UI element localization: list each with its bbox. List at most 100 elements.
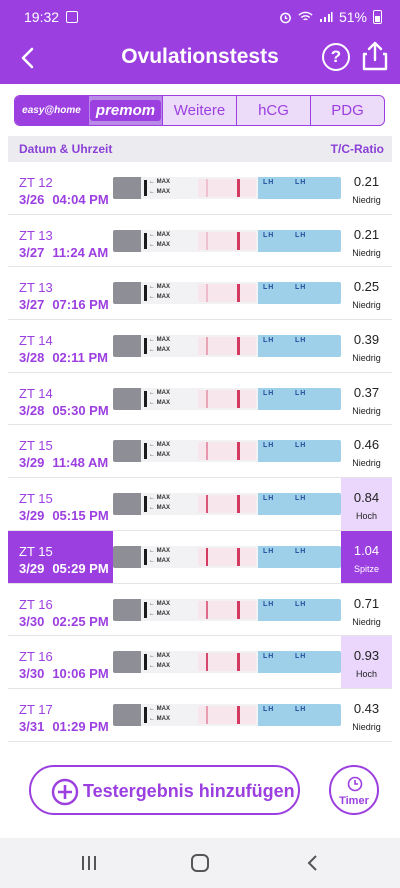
strip-lh-text: LH LH	[263, 547, 307, 555]
strip-result-window	[198, 389, 256, 408]
timer-label: Timer	[339, 795, 369, 807]
plus-circle-icon	[51, 778, 79, 806]
strip-test-line	[206, 389, 208, 408]
ratio-value: 0.84	[353, 490, 380, 506]
test-row[interactable]: ZT 14 3/28 02:11 PM ← MAX ← MAX LH LH 0.39 Nied…	[8, 320, 392, 373]
timer-button[interactable]: Timer	[329, 765, 379, 815]
tab-weitere[interactable]: Weitere	[162, 96, 236, 125]
tab-label: easy@home	[22, 105, 81, 116]
test-row[interactable]: ZT 14 3/28 05:30 PM ← MAX ← MAX LH LH 0.37 Nied…	[8, 373, 392, 426]
test-row[interactable]: ZT 15 3/29 05:29 PM ← MAX ← MAX LH LH 1.04 Spit…	[8, 530, 392, 584]
row-date-time-line: 3/30 10:06 PM	[19, 665, 113, 682]
strip-grip	[113, 335, 141, 358]
row-date-time-line: 3/27 11:24 AM	[19, 244, 113, 261]
strip-max-text: ← MAX	[149, 495, 171, 502]
add-result-button[interactable]: Testergebnis hinzufügen	[29, 765, 300, 815]
strip-handle	[258, 177, 341, 199]
strip-max-text: ← MAX	[149, 557, 171, 564]
test-row[interactable]: ZT 15 3/29 05:15 PM ← MAX ← MAX LH LH 0.84 Hoch	[8, 478, 392, 531]
strip-lh-text: LH LH	[263, 284, 307, 292]
row-date: 3/28	[19, 402, 45, 418]
ratio-status: Niedrig	[352, 616, 381, 627]
strip-test-line	[206, 179, 208, 197]
test-strip-image: ← MAX ← MAX LH LH	[113, 440, 341, 463]
home-icon[interactable]	[189, 852, 211, 874]
test-row[interactable]: ZT 12 3/26 04:04 PM ← MAX ← MAX LH LH 0.21 Nied…	[8, 162, 392, 215]
test-row[interactable]: ZT 15 3/29 11:48 AM ← MAX ← MAX LH LH 0.46 Nied…	[8, 425, 392, 479]
ratio-value: 0.39	[353, 332, 380, 348]
strip-max-text: ← MAX	[149, 452, 171, 459]
row-date: 3/31	[19, 718, 45, 734]
tab-premom[interactable]: premom	[88, 96, 162, 125]
recent-apps-icon[interactable]	[78, 852, 100, 874]
strip-max-text: ← MAX	[149, 600, 171, 607]
test-row[interactable]: ZT 16 3/30 10:06 PM ← MAX ← MAX LH LH 0.93 Hoch	[8, 636, 392, 689]
test-strip-image: ← MAX ← MAX LH LH	[113, 493, 341, 516]
help-icon[interactable]: ?	[322, 43, 350, 71]
strip-max-marker	[144, 654, 147, 671]
strip-max-text: ← MAX	[149, 179, 171, 185]
nav-back-icon[interactable]	[302, 852, 324, 874]
battery-percent: 51%	[338, 9, 367, 25]
row-date-time-line: 3/28 02:11 PM	[19, 349, 113, 366]
strip-result-window	[198, 231, 256, 250]
strip-control-line	[237, 389, 240, 408]
strip-test-line	[206, 653, 208, 672]
test-strip-image: ← MAX ← MAX LH LH	[113, 387, 341, 410]
strip-max-text: ← MAX	[149, 399, 171, 406]
tab-hcg[interactable]: hCG	[236, 96, 310, 125]
brand-tabs: easy@home premom Weitere hCG PDG	[14, 95, 385, 126]
tab-label: Weitere	[173, 102, 226, 119]
test-list: ZT 12 3/26 04:04 PM ← MAX ← MAX LH LH 0.21 Nied…	[8, 162, 392, 742]
strip-grip	[113, 545, 141, 568]
strip-test-line	[206, 600, 208, 619]
row-ratio: 0.39 Niedrig	[341, 320, 392, 372]
strip-handle	[258, 440, 341, 463]
strip-result-window	[198, 600, 256, 619]
strip-test-line	[206, 284, 208, 303]
strip-handle	[258, 703, 341, 726]
strip-result-window	[198, 284, 256, 303]
test-strip-image: ← MAX ← MAX LH LH	[113, 703, 341, 726]
row-datetime: ZT 13 3/27 07:16 PM	[8, 267, 113, 319]
strip-max-marker	[144, 496, 147, 513]
row-date: 3/28	[19, 350, 45, 366]
ratio-status: Niedrig	[352, 721, 381, 732]
test-row[interactable]: ZT 16 3/30 02:25 PM ← MAX ← MAX LH LH 0.71 Nied…	[8, 584, 392, 637]
test-row[interactable]: ZT 17 3/31 01:29 PM ← MAX ← MAX LH LH 0.43 Nied…	[8, 689, 392, 742]
row-time: 11:24 AM	[52, 244, 109, 260]
strip-max-marker	[144, 180, 147, 196]
strip-max-marker	[144, 548, 147, 565]
strip-test-line	[206, 231, 208, 250]
row-time: 05:15 PM	[52, 508, 109, 524]
strip-control-line	[237, 442, 240, 461]
row-datetime: ZT 13 3/27 11:24 AM	[8, 215, 113, 267]
strip-grip	[113, 177, 141, 199]
test-row[interactable]: ZT 13 3/27 11:24 AM ← MAX ← MAX LH LH 0.21 Nied…	[8, 215, 392, 268]
ratio-value: 0.21	[353, 226, 380, 242]
table-header: Datum & Uhrzeit T/C-Ratio	[8, 136, 392, 162]
test-strip-image: ← MAX ← MAX LH LH	[113, 335, 341, 358]
row-date-time-line: 3/29 11:48 AM	[19, 454, 113, 471]
strip-max-marker	[144, 338, 147, 355]
strip-grip	[113, 440, 141, 463]
strip-grip	[113, 598, 141, 621]
row-ratio: 0.43 Niedrig	[341, 689, 392, 741]
strip-max-marker	[144, 232, 147, 249]
strip-max-text: ← MAX	[149, 547, 171, 554]
strip-control-line	[237, 547, 240, 566]
strip-handle	[258, 651, 341, 674]
back-arrow-icon[interactable]	[14, 43, 44, 73]
strip-grip	[113, 229, 141, 252]
tab-easy-home[interactable]: easy@home	[15, 96, 88, 125]
row-datetime: ZT 15 3/29 11:48 AM	[8, 425, 113, 477]
test-row[interactable]: ZT 13 3/27 07:16 PM ← MAX ← MAX LH LH 0.25 Nied…	[8, 267, 392, 321]
ratio-status: Spitze	[353, 563, 379, 574]
ratio-value: 0.46	[353, 437, 380, 453]
tab-pdg[interactable]: PDG	[310, 96, 384, 125]
strip-result-window	[198, 653, 256, 672]
row-date: 3/30	[19, 666, 45, 682]
share-icon[interactable]	[360, 40, 390, 72]
row-date: 3/29	[19, 455, 45, 471]
row-ratio: 0.46 Niedrig	[341, 425, 392, 477]
